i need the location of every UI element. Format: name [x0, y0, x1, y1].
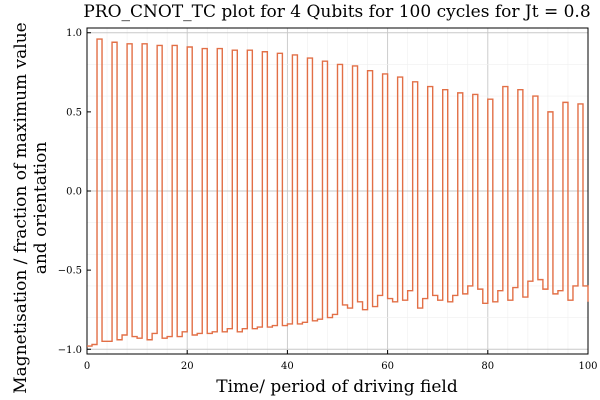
y-axis-label-group: Magnetisation / fraction of maximum valu…: [11, 22, 51, 393]
plot-area: 0 20 40 60 80 100 −1.0 −0.5 0.0 0.5 1.0: [58, 27, 598, 372]
x-axis-label: Time/ period of driving field: [216, 377, 458, 397]
y-tick-label: 0.5: [66, 107, 82, 118]
x-tick-label: 100: [578, 361, 597, 372]
chart-title: PRO_CNOT_TC plot for 4 Qubits for 100 cy…: [83, 2, 590, 22]
series-line: [87, 38, 589, 347]
y-axis-label-line-2: and orientation: [31, 142, 51, 275]
x-tick-label: 80: [481, 361, 494, 372]
y-tick-label: 0.0: [66, 187, 82, 198]
x-tick-label: 0: [84, 361, 90, 372]
y-tick-label: −1.0: [58, 345, 82, 356]
y-axis-label-line-1: Magnetisation / fraction of maximum valu…: [11, 22, 31, 393]
y-tick-label: −0.5: [58, 266, 82, 277]
y-tick-label: 1.0: [66, 28, 82, 39]
x-tick-label: 20: [181, 361, 194, 372]
x-tick-label: 60: [381, 361, 394, 372]
x-tick-label: 40: [281, 361, 294, 372]
